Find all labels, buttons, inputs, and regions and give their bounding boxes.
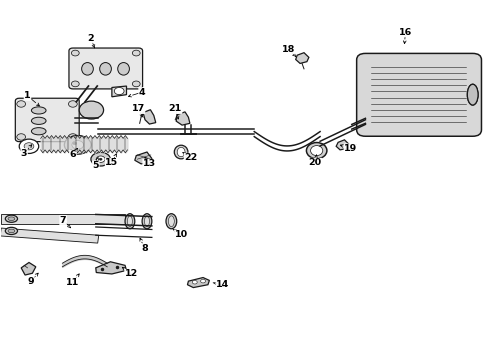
Ellipse shape [177, 147, 184, 157]
Text: 14: 14 [216, 280, 229, 289]
Ellipse shape [91, 152, 110, 166]
Ellipse shape [306, 143, 326, 159]
Polygon shape [135, 152, 152, 164]
Circle shape [132, 81, 140, 87]
Ellipse shape [31, 107, 46, 114]
Ellipse shape [81, 63, 93, 75]
Text: 10: 10 [174, 230, 187, 239]
Ellipse shape [100, 63, 111, 75]
Ellipse shape [168, 216, 174, 226]
Circle shape [19, 139, 39, 153]
Circle shape [99, 158, 102, 160]
Polygon shape [0, 215, 125, 225]
Ellipse shape [5, 227, 18, 234]
Ellipse shape [127, 216, 132, 226]
Polygon shape [335, 140, 348, 150]
Text: 3: 3 [21, 149, 27, 158]
FancyBboxPatch shape [15, 98, 79, 141]
Polygon shape [295, 53, 308, 63]
Circle shape [24, 143, 34, 150]
Text: 7: 7 [60, 216, 66, 225]
Ellipse shape [467, 84, 477, 105]
Ellipse shape [5, 215, 18, 222]
Polygon shape [21, 262, 36, 275]
Ellipse shape [310, 145, 322, 156]
Text: 1: 1 [24, 91, 31, 100]
Polygon shape [143, 110, 156, 124]
Circle shape [114, 87, 124, 95]
Text: 9: 9 [27, 276, 34, 285]
Polygon shape [96, 262, 126, 274]
Text: 8: 8 [141, 244, 147, 253]
FancyBboxPatch shape [69, 48, 142, 89]
Ellipse shape [467, 84, 477, 105]
Circle shape [17, 101, 25, 107]
Ellipse shape [31, 117, 46, 125]
Polygon shape [187, 278, 209, 288]
Ellipse shape [165, 214, 176, 229]
Circle shape [200, 279, 205, 283]
Ellipse shape [31, 128, 46, 135]
Circle shape [96, 156, 105, 162]
Text: 16: 16 [398, 28, 411, 37]
Ellipse shape [125, 214, 135, 229]
Circle shape [17, 134, 25, 140]
Text: 19: 19 [344, 144, 357, 153]
Text: 6: 6 [69, 150, 76, 159]
Text: 20: 20 [308, 158, 321, 167]
Circle shape [79, 101, 103, 119]
Circle shape [192, 280, 197, 284]
Ellipse shape [174, 145, 187, 159]
FancyBboxPatch shape [356, 53, 481, 136]
Text: 11: 11 [66, 278, 80, 287]
Polygon shape [176, 112, 189, 125]
Ellipse shape [142, 214, 152, 229]
Ellipse shape [8, 229, 15, 233]
Circle shape [71, 81, 79, 87]
Text: 15: 15 [105, 158, 118, 167]
Circle shape [72, 140, 83, 149]
Text: 4: 4 [139, 87, 145, 96]
Text: 13: 13 [142, 159, 156, 168]
Text: 12: 12 [124, 269, 138, 278]
Text: 21: 21 [168, 104, 182, 113]
Ellipse shape [64, 135, 91, 154]
Ellipse shape [8, 217, 15, 221]
Circle shape [68, 134, 77, 140]
Circle shape [71, 50, 79, 56]
Polygon shape [112, 86, 126, 97]
Circle shape [73, 142, 77, 145]
Text: 2: 2 [87, 34, 94, 43]
Text: 18: 18 [281, 45, 294, 54]
Circle shape [132, 50, 140, 56]
Text: 22: 22 [184, 153, 197, 162]
Circle shape [68, 101, 77, 107]
Text: 5: 5 [92, 161, 99, 170]
Polygon shape [0, 228, 99, 243]
Ellipse shape [144, 216, 149, 226]
Text: 17: 17 [131, 104, 144, 113]
Ellipse shape [118, 63, 129, 75]
